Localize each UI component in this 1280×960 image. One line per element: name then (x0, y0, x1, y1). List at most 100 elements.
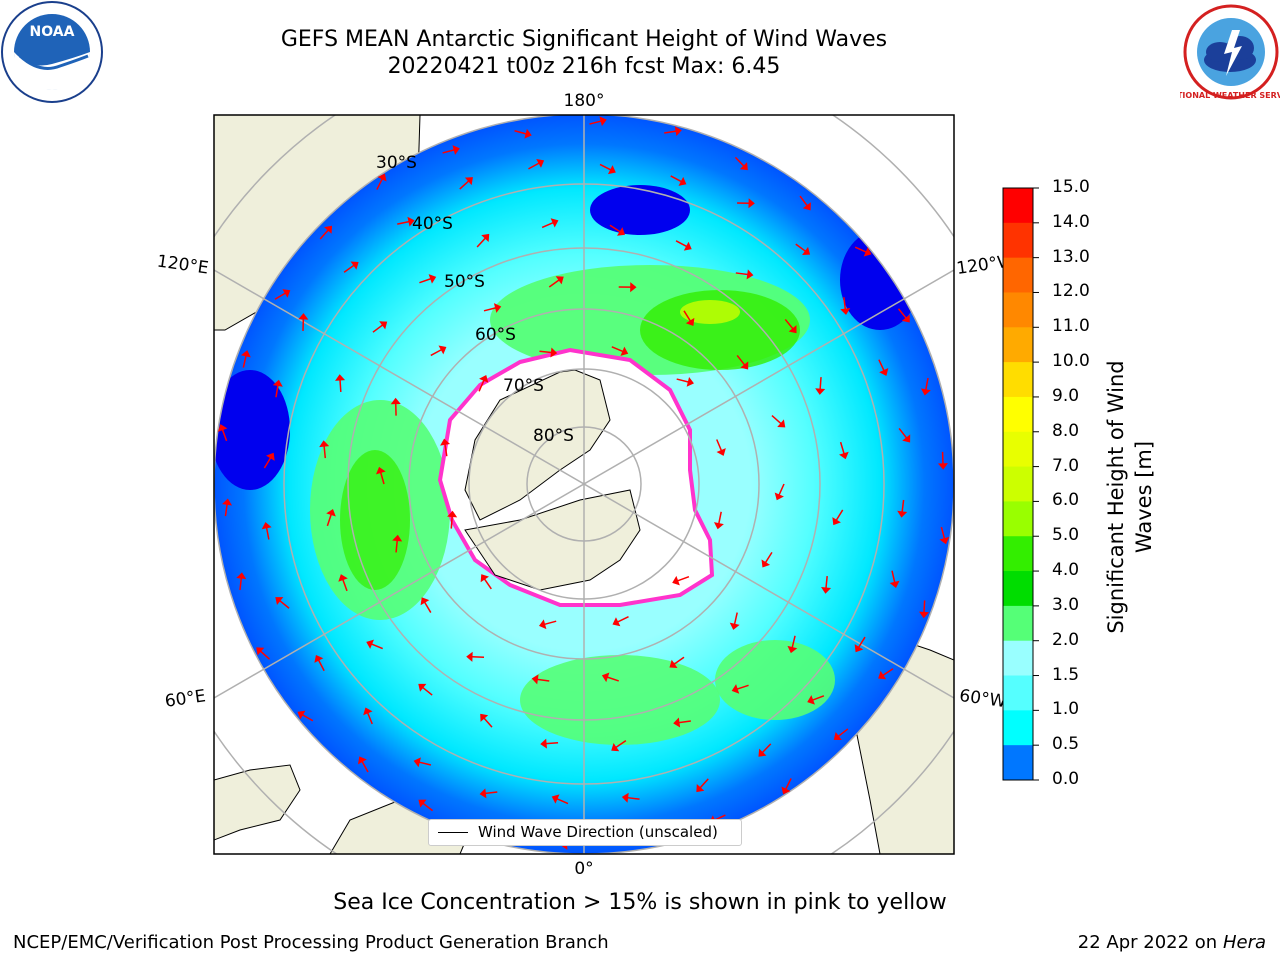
wave-direction-arrow-shaft (376, 178, 383, 190)
wave-direction-arrow-shaft (735, 272, 748, 276)
wave-direction-arrow-head (611, 742, 620, 752)
wave-direction-arrow-head (774, 492, 784, 501)
wave-direction-arrow-shaft (319, 229, 329, 240)
wave-direction-arrow-head (222, 498, 233, 506)
wave-direction-arrow-shaft (676, 378, 689, 383)
wave-direction-arrow-shaft (897, 308, 907, 319)
wave-direction-arrow-head (601, 672, 610, 683)
wave-direction-arrow-shaft (837, 728, 849, 737)
wave-direction-arrow-head (420, 597, 430, 606)
wave-direction-arrow-shaft (670, 175, 682, 183)
wave-direction-arrow-shaft (843, 297, 847, 310)
wave-direction-arrow-head (787, 645, 798, 654)
wave-direction-arrow-shaft (778, 483, 785, 496)
wave-direction-arrow-shaft (611, 346, 624, 353)
wave-direction-arrow-head (863, 247, 872, 257)
wave-direction-arrow-shaft (898, 428, 908, 439)
wave-direction-arrow-shaft (812, 695, 825, 701)
wave-direction-arrow-shaft (617, 616, 629, 623)
wave-direction-arrow-shaft (224, 504, 228, 517)
wave-direction-arrow-shaft (791, 635, 796, 648)
wave-direction-arrow-head (536, 158, 545, 168)
wave-direction-arrow-shaft (835, 509, 844, 521)
colorbar-tick-label: 8.0 (1052, 420, 1080, 441)
colorbar-segment (1003, 710, 1033, 746)
wave-direction-arrow-head (481, 233, 490, 242)
wave-direction-arrow-shaft (514, 130, 527, 135)
wave-direction-arrow-shaft (537, 678, 550, 682)
wave-direction-arrow-head (897, 510, 908, 518)
lon-label-60e: 60°E (164, 686, 207, 711)
wave-direction-arrow-shaft (260, 650, 271, 660)
wave-direction-arrow-head (350, 261, 359, 270)
noaa-logo: NOAA (1, 1, 103, 103)
colorbar-segment (1003, 222, 1033, 259)
wave-direction-arrow-shaft (265, 527, 270, 540)
credit-text: NCEP/EMC/Verification Post Processing Pr… (13, 932, 609, 953)
wave-direction-arrow-shaft (302, 714, 314, 722)
colorbar-segment (1003, 327, 1033, 363)
wave-direction-arrow-head (377, 173, 387, 182)
wave-direction-arrow-shaft (430, 349, 442, 357)
map-frame (213, 114, 955, 855)
wave-direction-arrow-head (266, 452, 275, 461)
wave-direction-arrow-head (777, 419, 786, 428)
wave-direction-arrow-head (746, 269, 754, 280)
wave-direction-arrow-shaft (675, 240, 687, 248)
wave-direction-arrow-shaft (221, 429, 228, 442)
wave-direction-arrow-head (357, 756, 367, 765)
lon-label-120e: 120°E (156, 252, 210, 279)
legend-line-sample (438, 832, 468, 833)
wave-direction-arrow-head (937, 463, 949, 470)
wave-direction-arrow-shaft (274, 292, 286, 300)
lon-label-180: 180° (564, 91, 605, 111)
noaa-wordmark: NOAA (30, 24, 75, 40)
antarctica (437, 347, 715, 607)
wave-direction-arrow-head (217, 424, 228, 432)
wave-direction-arrow-head (538, 619, 547, 630)
wave-direction-arrow-shaft (483, 578, 492, 590)
wave-direction-arrow-head (319, 440, 330, 448)
wave-direction-arrow-head (685, 317, 695, 326)
wave-direction-arrow-head (326, 508, 336, 517)
wave-direction-arrow-head (550, 218, 559, 228)
wave-direction-arrow-head (438, 345, 447, 355)
wave-direction-arrow-shaft (342, 579, 348, 592)
wave-direction-arrow-shaft (664, 130, 677, 134)
wave-direction-arrow-shaft (609, 224, 621, 233)
colorbar-segment (1003, 257, 1033, 293)
wave-direction-arrow-shaft (699, 778, 709, 789)
wave-direction-arrow-shaft (677, 575, 690, 582)
wave-direction-arrow-head (673, 717, 681, 728)
wave-direction-arrow-shaft (819, 377, 822, 390)
colorbar-tick-label: 13.0 (1052, 246, 1090, 267)
run-date: 22 Apr 2022 on Hera (1078, 932, 1266, 953)
wave-direction-arrow-shaft (326, 514, 332, 527)
wave-direction-arrow-shaft (599, 163, 612, 171)
wave-direction-arrow-shaft (736, 684, 749, 690)
wave-direction-arrow-head (375, 466, 386, 475)
wave-direction-arrow-head (407, 216, 415, 227)
wave-direction-arrow-shaft (940, 526, 946, 539)
wave-direction-arrow-shaft (718, 511, 722, 524)
colorbar-segment (1003, 745, 1033, 781)
wave-direction-arrow-head (275, 597, 284, 605)
colorbar-tick-label: 3.0 (1052, 594, 1080, 615)
wave-direction-arrow-head (833, 732, 842, 740)
colorbar-tick-label: 0.5 (1052, 734, 1080, 755)
colorbar-tick-label: 1.0 (1052, 699, 1080, 720)
colorbar-tick-label: 11.0 (1052, 316, 1090, 337)
wave-direction-arrow-shaft (854, 246, 867, 253)
graticule (214, 115, 954, 854)
wave-direction-arrow-head (550, 347, 558, 358)
wave-direction-arrow-head (696, 784, 705, 793)
wave-direction-arrow-shaft (733, 612, 738, 625)
wave-direction-arrow-shaft (444, 444, 448, 457)
colorbar-tick-label: 2.0 (1052, 629, 1080, 650)
wave-direction-arrow-shaft (858, 636, 866, 648)
colorbar-tick-label: 12.0 (1052, 281, 1090, 302)
wave-direction-arrow-head (366, 639, 374, 649)
colorbar-segment (1003, 675, 1033, 711)
wave-direction-arrow-shaft (799, 195, 808, 207)
